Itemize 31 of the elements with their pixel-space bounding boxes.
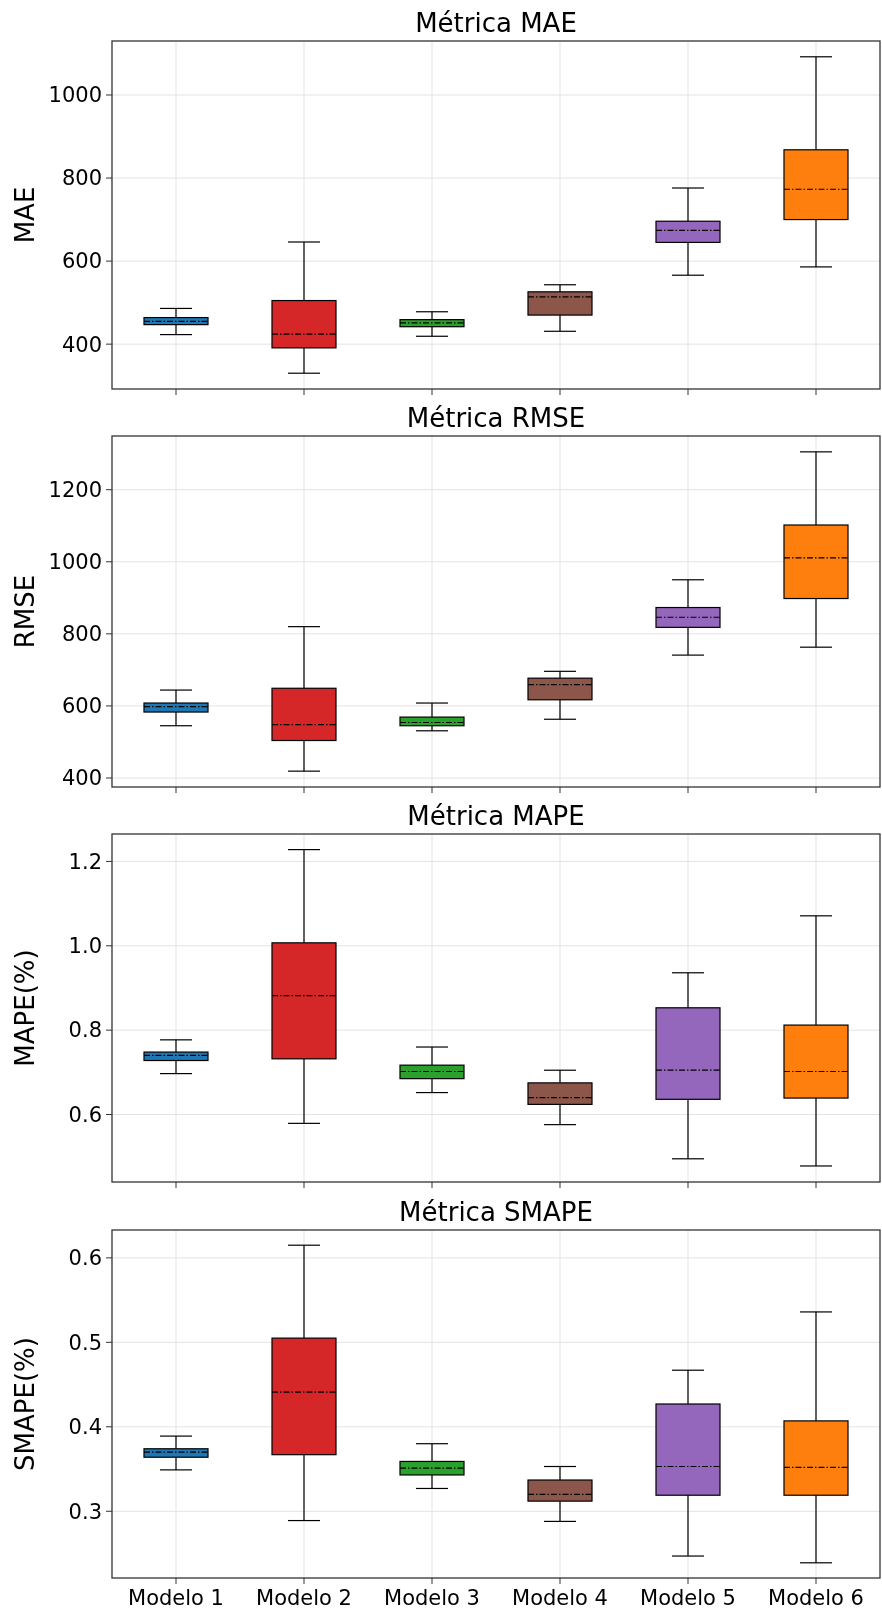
y-tick-label: 1.0 (68, 934, 102, 959)
x-tick-label: Modelo 1 (128, 1586, 224, 1610)
y-tick-label: 400 (61, 766, 102, 791)
x-tick-label: Modelo 3 (384, 1586, 480, 1610)
y-tick-label: 0.8 (68, 1018, 102, 1043)
y-tick-label: 1000 (48, 550, 102, 575)
x-tick-label: Modelo 6 (768, 1586, 864, 1610)
x-tick-label: Modelo 2 (256, 1586, 352, 1610)
y-axis-title: SMAPE(%) (10, 1337, 40, 1471)
y-tick-label: 1200 (48, 478, 102, 503)
y-axis-title: MAE (10, 186, 40, 244)
chart-title: Métrica SMAPE (399, 1197, 593, 1227)
y-tick-label: 600 (61, 694, 102, 719)
x-tick-label: Modelo 5 (640, 1586, 736, 1610)
y-tick-label: 1000 (48, 83, 102, 108)
y-tick-label: 0.6 (68, 1102, 102, 1127)
y-tick-label: 800 (61, 166, 102, 191)
y-tick-label: 1.2 (68, 849, 102, 874)
y-tick-label: 0.6 (68, 1246, 102, 1271)
y-tick-label: 800 (61, 622, 102, 647)
y-tick-label: 0.5 (68, 1330, 102, 1355)
y-tick-label: 400 (61, 332, 102, 357)
y-axis-title: MAPE(%) (10, 949, 40, 1067)
chart-title: Métrica RMSE (406, 403, 586, 433)
y-tick-label: 0.4 (68, 1415, 102, 1440)
y-tick-label: 0.3 (68, 1499, 102, 1524)
y-tick-label: 600 (61, 249, 102, 274)
y-axis-title: RMSE (10, 574, 40, 649)
x-tick-label: Modelo 4 (512, 1586, 608, 1610)
chart-title: Métrica MAPE (407, 801, 585, 831)
chart-title: Métrica MAE (415, 8, 577, 38)
